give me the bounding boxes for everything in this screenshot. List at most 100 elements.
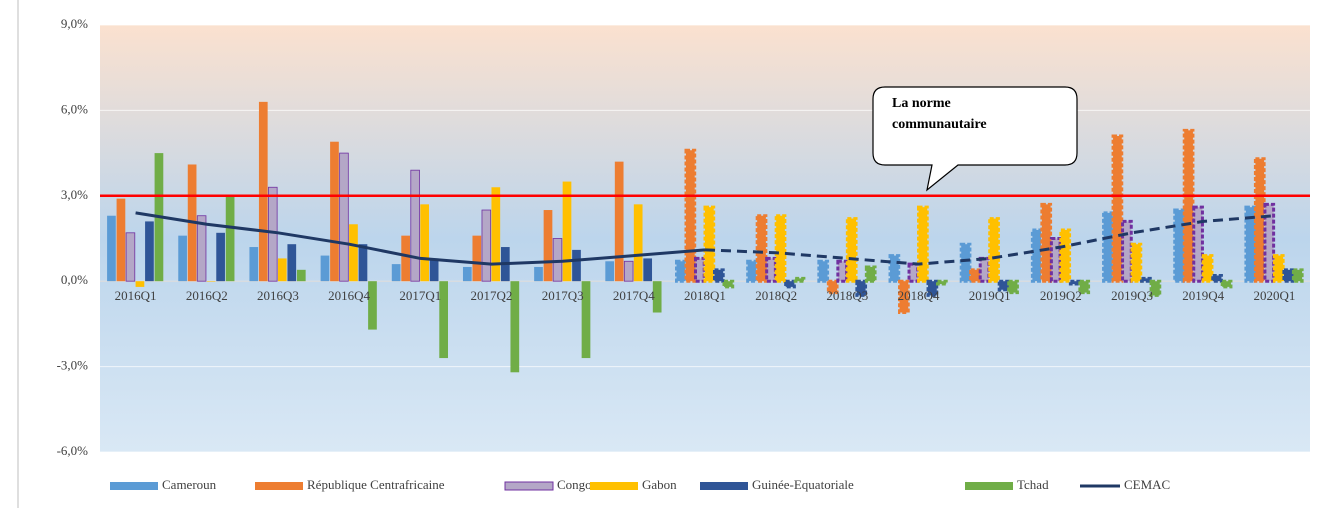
bar [988, 217, 1000, 283]
x-tick-label: 2017Q1 [399, 288, 441, 303]
y-tick-label: -3,0% [57, 358, 89, 373]
bar [774, 214, 787, 283]
bar [429, 258, 439, 282]
bar [917, 205, 929, 283]
bar [125, 232, 136, 282]
y-tick-label: 0,0% [61, 272, 88, 287]
bar [391, 264, 401, 282]
bar [926, 279, 939, 297]
bar [784, 279, 796, 289]
bar [997, 279, 1010, 292]
legend-swatch [590, 482, 638, 490]
bar [225, 195, 235, 282]
legend-swatch [110, 482, 158, 490]
bar [888, 254, 901, 283]
bar [623, 260, 634, 282]
x-tick-label: 2020Q1 [1253, 288, 1295, 303]
bar [1040, 202, 1053, 283]
bar [845, 217, 858, 283]
bar [562, 181, 572, 282]
bar [439, 281, 448, 359]
bar [116, 198, 126, 282]
bar [1068, 279, 1081, 286]
line [135, 211, 706, 266]
bar [643, 258, 653, 282]
bar [907, 262, 920, 283]
bar [481, 209, 492, 282]
x-tick-label: 2018Q1 [684, 288, 726, 303]
bar [1182, 128, 1195, 283]
legend-swatch [965, 482, 1013, 490]
bar [510, 281, 520, 373]
x-tick-label: 2016Q1 [115, 288, 157, 303]
bar [793, 276, 806, 283]
bar [410, 169, 420, 282]
bar [330, 141, 339, 282]
bar [196, 215, 207, 282]
bar [287, 244, 297, 282]
x-tick-label: 2018Q2 [755, 288, 797, 303]
bar [349, 224, 358, 282]
legend-label: Tchad [1017, 477, 1049, 492]
bar [358, 244, 368, 282]
annotation: communautaire [892, 117, 987, 132]
bar [339, 152, 349, 282]
bar [107, 215, 116, 282]
bar [1192, 205, 1204, 283]
callout-box [872, 86, 1078, 192]
x-tick-label: 2019Q4 [1182, 288, 1224, 303]
bar [1201, 254, 1214, 283]
bar [817, 259, 830, 283]
bar [368, 281, 377, 330]
bar [1007, 279, 1019, 295]
y-tick-label: 3,0% [61, 187, 88, 202]
y-tick-label: 6,0% [61, 101, 88, 116]
bar [1272, 254, 1285, 283]
bar [206, 281, 216, 282]
bar [1291, 268, 1304, 283]
x-tick-label: 2016Q2 [186, 288, 228, 303]
y-tick-label: -6,0% [57, 443, 89, 458]
bar [722, 279, 735, 289]
bar [633, 204, 643, 282]
x-tick-label: 2019Q3 [1111, 288, 1153, 303]
bar [864, 265, 877, 283]
bar [959, 242, 972, 283]
legend-label: Congo [557, 477, 592, 492]
bar [1211, 274, 1223, 283]
bar [135, 281, 145, 287]
legend-label: République Centrafricaine [307, 477, 445, 492]
bar [572, 249, 581, 282]
legend-swatch [504, 481, 554, 491]
bar [746, 259, 758, 283]
bar [534, 266, 543, 282]
y-tick-label: 9,0% [61, 16, 88, 31]
bar [1149, 279, 1162, 297]
x-tick-label: 2018Q3 [826, 288, 868, 303]
bar [249, 247, 259, 282]
bar [936, 279, 948, 286]
annotation: La norme [892, 96, 951, 111]
bar [605, 261, 615, 282]
bar [969, 268, 981, 283]
bar [855, 279, 868, 297]
bar [268, 186, 278, 282]
bar [978, 256, 991, 283]
x-tick-label: 2016Q3 [257, 288, 299, 303]
bar [1030, 228, 1043, 283]
bar [491, 187, 501, 282]
bar [145, 221, 154, 282]
bar [1140, 276, 1152, 283]
x-tick-label: 2017Q4 [613, 288, 655, 303]
bar [1059, 228, 1072, 283]
x-tick-label: 2018Q4 [898, 288, 940, 303]
bar [694, 256, 706, 283]
bar [1173, 208, 1185, 283]
bar [826, 279, 839, 295]
bar [1121, 219, 1133, 283]
bar [462, 266, 472, 282]
bar [898, 279, 910, 315]
bar [1130, 242, 1143, 283]
bar [755, 214, 768, 283]
